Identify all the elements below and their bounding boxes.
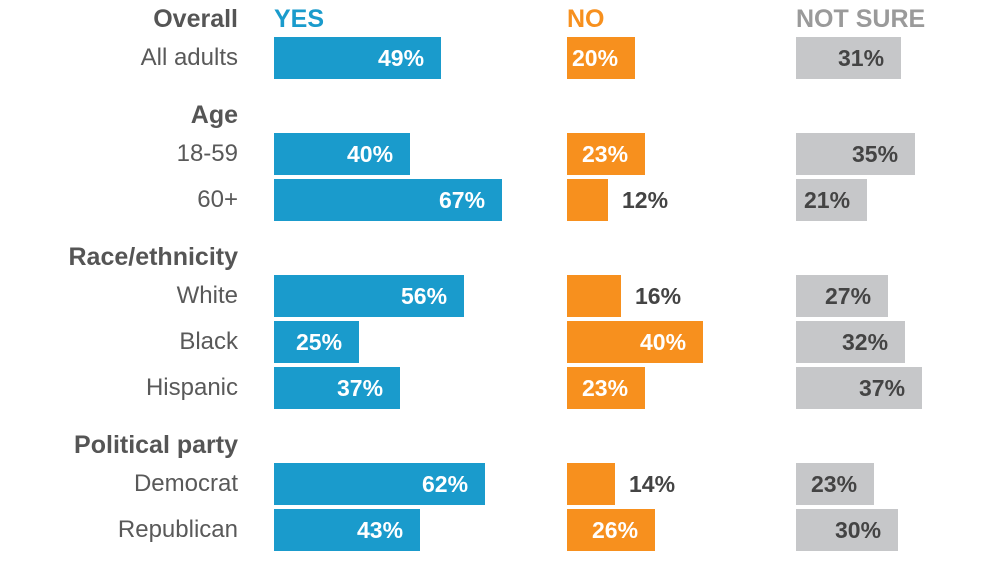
value-label: 16%: [635, 283, 682, 309]
bar-yes: [274, 321, 359, 363]
row-label: 18-59: [176, 140, 238, 167]
row-label: Democrat: [133, 470, 238, 497]
row-label: All adults: [140, 44, 238, 71]
value-label: 32%: [842, 329, 889, 355]
bar-no: [567, 509, 655, 551]
bar-no: [567, 179, 608, 221]
bar-yes: [274, 463, 485, 505]
value-label: 43%: [357, 517, 404, 543]
value-label: 40%: [347, 141, 394, 167]
bar-no: [567, 37, 635, 79]
value-label: 21%: [804, 187, 851, 213]
value-label: 30%: [835, 517, 882, 543]
bar-no: [567, 133, 645, 175]
value-label: 31%: [838, 45, 885, 71]
group-title: Age: [190, 101, 238, 129]
value-label: 25%: [296, 329, 343, 355]
bar-not-sure: [796, 509, 898, 551]
bar-no: [567, 321, 703, 363]
group-title: Overall: [153, 5, 238, 33]
header-no: NO: [567, 5, 605, 33]
bar-no: [567, 463, 615, 505]
header-not-sure: NOT SURE: [796, 5, 926, 33]
value-label: 56%: [401, 283, 448, 309]
value-label: 26%: [592, 517, 639, 543]
group-title: Race/ethnicity: [68, 243, 238, 271]
value-label: 35%: [852, 141, 899, 167]
value-label: 62%: [422, 471, 469, 497]
bar-not-sure: [796, 37, 901, 79]
row-label: Republican: [117, 516, 238, 543]
value-label: 23%: [811, 471, 858, 497]
bar-yes: [274, 37, 441, 79]
bar-yes: [274, 133, 410, 175]
bar-not-sure: [796, 133, 915, 175]
value-label: 37%: [859, 375, 906, 401]
bar-no: [567, 367, 645, 409]
value-label: 23%: [582, 375, 629, 401]
value-label: 23%: [582, 141, 629, 167]
row-label: White: [176, 282, 238, 309]
value-label: 37%: [337, 375, 384, 401]
bar-not-sure: [796, 179, 867, 221]
row-label: Black: [179, 328, 238, 355]
row-label: Hispanic: [145, 374, 238, 401]
value-label: 67%: [439, 187, 486, 213]
header-yes: YES: [274, 5, 325, 33]
row-label: 60+: [197, 186, 238, 213]
value-label: 40%: [640, 329, 687, 355]
bar-no: [567, 275, 621, 317]
value-label: 27%: [825, 283, 872, 309]
bar-yes: [274, 509, 420, 551]
bar-not-sure: [796, 275, 888, 317]
bar-yes: [274, 367, 400, 409]
value-label: 12%: [622, 187, 669, 213]
value-label: 49%: [378, 45, 425, 71]
bar-yes: [274, 275, 464, 317]
bar-yes: [274, 179, 502, 221]
value-label: 20%: [572, 45, 619, 71]
value-label: 14%: [629, 471, 676, 497]
group-title: Political party: [74, 431, 238, 459]
bar-not-sure: [796, 367, 922, 409]
bar-not-sure: [796, 463, 874, 505]
bar-not-sure: [796, 321, 905, 363]
